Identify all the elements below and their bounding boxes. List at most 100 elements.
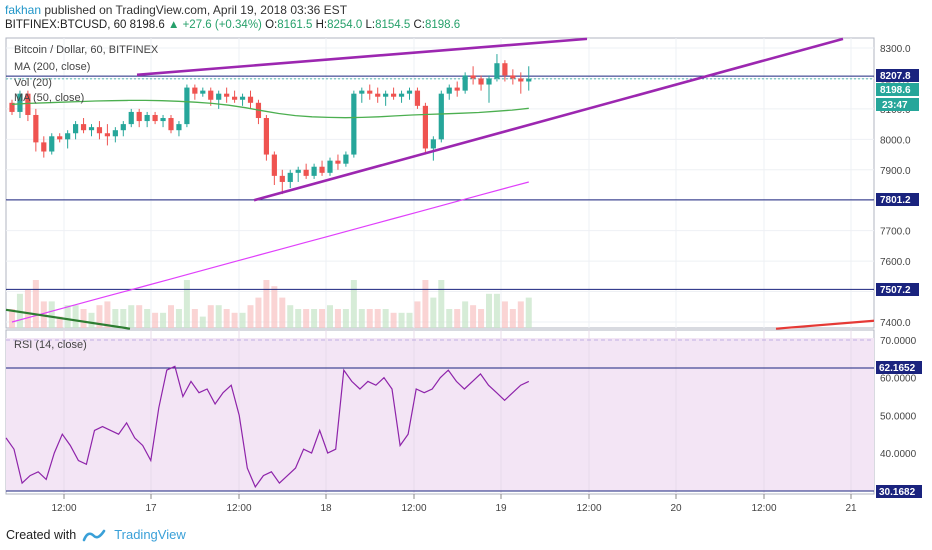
candle-body bbox=[454, 87, 460, 91]
volume-bar bbox=[263, 280, 270, 328]
candle-body bbox=[287, 172, 293, 182]
volume-bar bbox=[525, 297, 532, 328]
candle-body bbox=[224, 93, 230, 97]
created-with-text: Created with bbox=[6, 527, 77, 542]
volume-bar bbox=[462, 301, 469, 328]
price-change: ▲ +27.6 (+0.34%) bbox=[168, 19, 262, 31]
candle-body bbox=[88, 127, 95, 131]
volume-bar bbox=[255, 297, 262, 328]
rsi-tick-label: 70.0000 bbox=[880, 336, 917, 347]
volume-bar bbox=[231, 312, 238, 328]
candle-body bbox=[367, 90, 373, 94]
legend-ma50[interactable]: MA (50, close) bbox=[14, 92, 84, 104]
candle-body bbox=[295, 169, 301, 173]
volume-bar bbox=[486, 293, 492, 328]
rsi-band bbox=[6, 338, 874, 491]
time-tick-label: 20 bbox=[670, 503, 682, 514]
candle-body bbox=[263, 118, 269, 155]
candle-body bbox=[438, 93, 444, 140]
price-tick-label: 7700.0 bbox=[880, 227, 911, 238]
resistance-tag-bg bbox=[876, 69, 919, 82]
support2-tag: 7507.2 bbox=[880, 285, 911, 296]
volume-bar bbox=[152, 312, 159, 328]
candle-body bbox=[80, 124, 87, 131]
volume-bar bbox=[382, 309, 389, 328]
chart-title: Bitcoin / Dollar, 60, BITFINEX bbox=[14, 44, 159, 56]
legend-rsi[interactable]: RSI (14, close) bbox=[14, 339, 87, 351]
close-label: C: bbox=[413, 19, 425, 31]
tradingview-logo-icon bbox=[82, 529, 106, 541]
rsi-axis[interactable]: 70.0000 60.0000 50.0000 40.0000 bbox=[880, 336, 917, 460]
author-name[interactable]: fakhan bbox=[5, 3, 42, 17]
volume-bar bbox=[32, 280, 39, 328]
publish-info: fakhan published on TradingView.com, Apr… bbox=[5, 3, 347, 17]
volume-bar bbox=[175, 309, 182, 328]
candle-body bbox=[359, 90, 365, 94]
red-trendline bbox=[775, 319, 875, 330]
volume-bar bbox=[223, 309, 230, 328]
rsi-tick-label: 60.0000 bbox=[880, 374, 917, 385]
time-axis[interactable]: 12:00 17 12:00 18 12:00 19 12:00 20 12:00 21 bbox=[51, 494, 857, 514]
support-trendline bbox=[253, 37, 844, 202]
volume-bar bbox=[183, 280, 190, 328]
trendlines[interactable] bbox=[5, 37, 875, 330]
volume-bar bbox=[9, 309, 15, 328]
legend-vol[interactable]: Vol (20) bbox=[14, 77, 52, 89]
volume-bar bbox=[271, 286, 278, 328]
price-tick-label: 8000.0 bbox=[880, 135, 911, 146]
low-label: L: bbox=[365, 19, 376, 31]
volume-bar bbox=[128, 305, 135, 328]
resistance-trendline bbox=[136, 37, 588, 77]
symbol-name: BITFINEX:BTCUSD, 60 bbox=[5, 19, 127, 31]
volume-bar bbox=[327, 305, 333, 328]
candle-body bbox=[41, 142, 47, 152]
price-tick-label: 7400.0 bbox=[880, 318, 911, 329]
time-tick-label: 19 bbox=[495, 503, 507, 514]
brand-name[interactable]: TradingView bbox=[114, 527, 186, 542]
candle-body bbox=[343, 154, 349, 164]
candle-body bbox=[526, 78, 532, 82]
price-tick-label: 8300.0 bbox=[880, 44, 911, 55]
candle-body bbox=[478, 78, 484, 85]
candle-body bbox=[327, 160, 333, 173]
candle-body bbox=[470, 75, 476, 79]
price-tick-label: 7600.0 bbox=[880, 257, 911, 268]
volume-bar bbox=[422, 280, 429, 328]
legend-ma200[interactable]: MA (200, close) bbox=[14, 61, 90, 73]
resistance-tag: 8207.8 bbox=[880, 71, 911, 82]
symbol-info: BITFINEX:BTCUSD, 60 8198.6 ▲ +27.6 (+0.3… bbox=[5, 19, 460, 31]
chart-area[interactable]: Bitcoin / Dollar, 60, BITFINEX MA (200, … bbox=[0, 36, 932, 526]
volume-bar bbox=[517, 301, 524, 328]
support1-tag-bg bbox=[876, 193, 919, 206]
volume-bar bbox=[303, 309, 310, 328]
volume-bar bbox=[191, 309, 198, 328]
candle-body bbox=[57, 136, 63, 140]
support1-tag: 7801.2 bbox=[880, 195, 911, 206]
rsi-upper-tag: 62.1652 bbox=[879, 363, 916, 374]
candle-body bbox=[208, 90, 214, 100]
volume-bar bbox=[279, 297, 286, 328]
volume-bar bbox=[501, 301, 508, 328]
volume-bar bbox=[136, 305, 143, 328]
candle-body bbox=[65, 133, 71, 140]
horizontal-levels bbox=[6, 75, 874, 492]
candle-body bbox=[406, 90, 413, 94]
volume-bar bbox=[64, 305, 71, 328]
volume-bar bbox=[48, 301, 55, 328]
time-tick-label: 12:00 bbox=[751, 503, 776, 514]
volume-bar bbox=[88, 312, 95, 328]
time-tick-label: 21 bbox=[845, 503, 857, 514]
volume-bar bbox=[366, 309, 373, 328]
candle-body bbox=[192, 87, 198, 94]
volume-bar bbox=[311, 309, 318, 328]
last-price: 8198.6 bbox=[129, 19, 165, 31]
volume-bar bbox=[398, 312, 405, 328]
candle-body bbox=[49, 136, 55, 152]
candle-body bbox=[176, 124, 182, 131]
volume-bar bbox=[160, 312, 167, 328]
volume-bar bbox=[295, 309, 302, 328]
candle-body bbox=[518, 78, 524, 82]
candle-body bbox=[128, 111, 134, 125]
candle-body bbox=[398, 93, 405, 97]
candle-body bbox=[319, 166, 325, 173]
